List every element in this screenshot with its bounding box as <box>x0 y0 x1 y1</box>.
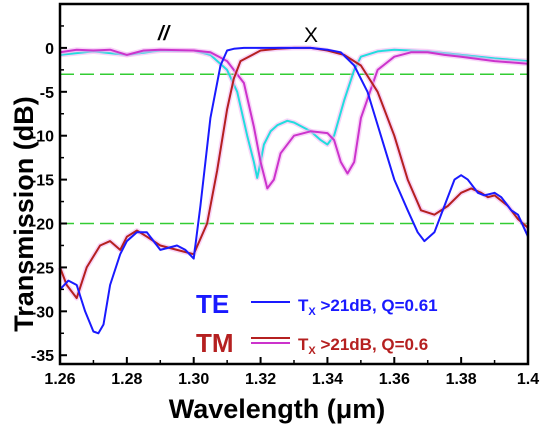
legend-tm-label: TM <box>196 328 234 358</box>
legend-te-entry: TX >21dB, Q=0.61 <box>298 296 438 318</box>
series-line-0 <box>59 46 529 335</box>
x-tick-label: 1.34 <box>312 371 343 388</box>
x-tick-label: 1.36 <box>379 371 410 388</box>
y-tick-label: -5 <box>40 85 54 102</box>
annotation-parallel: // <box>157 23 172 45</box>
legend: TE TX >21dB, Q=0.61 TM TX >21dB, Q=0.6 <box>196 289 438 358</box>
legend-tm-entry: TX >21dB, Q=0.6 <box>298 335 428 357</box>
legend-te-label: TE <box>196 289 229 319</box>
annotation-cross: X <box>304 24 318 47</box>
x-tick-label: 1.4 <box>517 371 539 388</box>
y-tick-label: -10 <box>31 129 54 146</box>
x-tick-label: 1.38 <box>446 371 477 388</box>
y-tick-label: -15 <box>31 173 54 190</box>
x-tick-label: 1.28 <box>111 371 142 388</box>
x-tick-label: 1.30 <box>178 371 209 388</box>
series-line-1 <box>59 46 529 300</box>
series-glow-1 <box>57 45 530 301</box>
series-line-3 <box>59 48 529 190</box>
y-tick-label: -25 <box>31 260 54 277</box>
series-glow-2 <box>59 47 529 181</box>
series-layer <box>57 45 530 335</box>
y-tick-label: 0 <box>45 41 54 58</box>
y-axis-title: Transmission (dB) <box>9 96 39 332</box>
series-line-2 <box>59 48 529 179</box>
ticks-layer: 1.26 1.28 1.30 1.32 1.34 1.36 1.38 1.4 0 -5 -10 -15… <box>31 25 539 388</box>
x-tick-label: 1.32 <box>245 371 276 388</box>
x-axis-title: Wavelength (μm) <box>169 394 386 424</box>
reference-lines <box>60 73 528 225</box>
series-glow-3 <box>59 47 529 191</box>
y-tick-label: -20 <box>31 217 54 234</box>
y-tick-label: -30 <box>31 304 54 321</box>
x-tick-label: 1.26 <box>44 371 75 388</box>
y-tick-label: -35 <box>31 348 54 365</box>
